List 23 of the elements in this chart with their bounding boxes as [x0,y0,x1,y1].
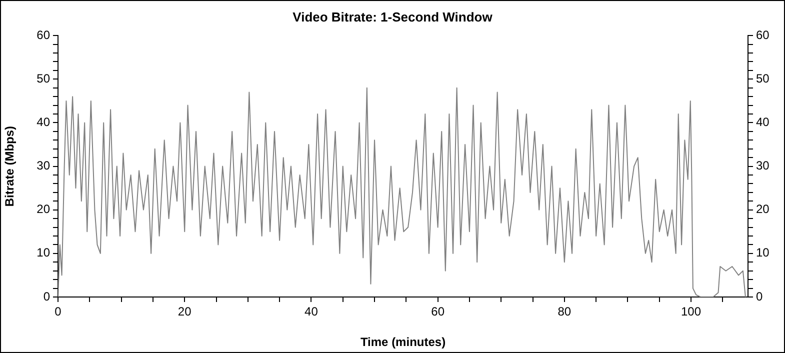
x-tick-label: 100 [681,304,702,319]
x-tick-label: 80 [558,304,572,319]
x-tick-label: 40 [304,304,318,319]
y2-tick-label: 50 [756,71,770,86]
x-tick-label: 0 [54,304,62,319]
y-tick-label: 30 [36,158,50,173]
y-tick-label: 10 [36,246,50,260]
y-tick-label: 40 [36,115,50,130]
y-tick-label: 20 [36,202,50,216]
chart-title: Video Bitrate: 1-Second Window [292,9,494,24]
y2-tick-label: 20 [756,202,770,216]
y2-tick-label: 10 [756,246,770,260]
y2-tick-label: 30 [756,158,770,173]
x-axis-title: Time (minutes) [360,335,446,350]
y2-tick-label: 0 [756,289,763,304]
y-tick-label: 50 [36,71,50,86]
y-tick-label: 60 [36,28,50,42]
x-tick-label: 20 [178,304,192,319]
y-tick-label: 0 [43,289,50,304]
y2-tick-label: 60 [756,28,770,42]
x-tick-label: 60 [431,304,445,319]
y2-tick-label: 40 [756,115,770,130]
y-axis-title: Bitrate (Mbps) [2,126,17,207]
